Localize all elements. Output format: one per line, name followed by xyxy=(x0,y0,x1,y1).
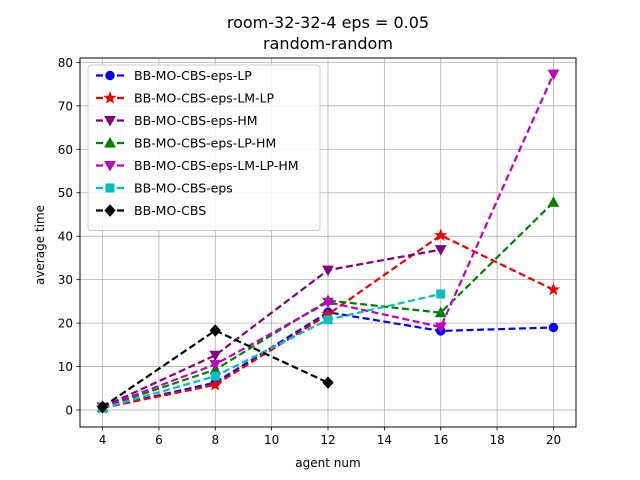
legend-item: BB-MO-CBS-eps-HM xyxy=(96,113,258,128)
legend-item: BB-MO-CBS-eps-LM-LP xyxy=(96,91,275,106)
x-tick-label: 8 xyxy=(211,433,219,447)
legend-marker xyxy=(104,204,116,217)
data-point xyxy=(208,377,222,391)
y-tick-label: 60 xyxy=(58,143,73,157)
data-point xyxy=(322,297,334,309)
legend-label: BB-MO-CBS-eps-HM xyxy=(134,113,258,128)
x-tick-label: 18 xyxy=(489,433,504,447)
legend-label: BB-MO-CBS-eps xyxy=(134,181,233,196)
x-tick-label: 14 xyxy=(377,433,392,447)
legend-marker xyxy=(104,116,116,127)
data-point xyxy=(322,376,334,389)
data-point xyxy=(547,69,560,81)
y-tick-label: 20 xyxy=(58,317,73,331)
series-line xyxy=(102,248,441,409)
x-tick-label: 10 xyxy=(264,433,279,447)
legend-item: BB-MO-CBS-eps xyxy=(96,181,233,196)
data-point xyxy=(209,324,221,337)
y-tick-label: 50 xyxy=(58,186,73,200)
series-line xyxy=(102,73,555,409)
data-point xyxy=(546,282,561,296)
legend-item: BB-MO-CBS-eps-LP-HM xyxy=(96,136,276,151)
legend-item: BB-MO-CBS-eps-LM-LP-HM xyxy=(96,158,299,173)
x-tick-label: 16 xyxy=(433,433,448,447)
legend-marker xyxy=(105,70,115,81)
series-line xyxy=(101,329,329,408)
legend-box xyxy=(87,64,321,231)
y-tick-label: 80 xyxy=(58,56,73,70)
data-point xyxy=(323,315,333,325)
x-tick-label: 4 xyxy=(99,433,107,447)
data-point xyxy=(434,322,447,334)
legend-marker xyxy=(104,161,116,172)
data-point xyxy=(434,306,447,318)
y-axis-label: average time xyxy=(33,205,47,285)
series-line xyxy=(102,292,441,410)
data-point xyxy=(96,400,109,414)
legend-item: BB-MO-CBS xyxy=(96,203,206,218)
data-point xyxy=(548,322,559,333)
x-axis-label: agent num xyxy=(295,456,360,470)
data-point xyxy=(547,196,560,207)
legend-label: BB-MO-CBS-eps-LM-LP xyxy=(134,91,275,106)
legend: BB-MO-CBS-eps-LP BB-MO-CBS-eps-LM-LP BB-MO… xyxy=(87,64,321,231)
series-line xyxy=(102,201,555,409)
data-point xyxy=(209,350,222,362)
legend-marker xyxy=(105,183,115,193)
plot-area-frame xyxy=(79,57,577,428)
x-tick-label: 12 xyxy=(320,433,335,447)
data-point xyxy=(436,289,446,299)
legend-label: BB-MO-CBS-eps-LP-HM xyxy=(134,136,276,151)
chart-title: room-32-32-4 eps = 0.05 xyxy=(227,13,429,32)
y-tick-label: 10 xyxy=(58,360,73,374)
x-tick-label: 20 xyxy=(546,433,561,447)
y-tick-label: 0 xyxy=(65,404,73,418)
series-bb-mo-cbs xyxy=(96,324,334,414)
series-layer xyxy=(95,69,561,414)
y-tick-label: 70 xyxy=(58,99,73,113)
data-point xyxy=(209,359,222,371)
data-point xyxy=(434,228,448,241)
legend-label: BB-MO-CBS-eps-LP xyxy=(134,68,252,83)
chart-subtitle: random-random xyxy=(263,34,393,53)
y-tick-label: 30 xyxy=(58,273,73,287)
x-axis-ticks: 4 6 8 10 12 14 16 18 20 xyxy=(99,427,561,447)
legend-marker xyxy=(104,136,116,148)
data-point xyxy=(322,265,334,277)
legend-item: BB-MO-CBS-eps-LP xyxy=(96,68,252,83)
legend-label: BB-MO-CBS xyxy=(134,203,206,218)
legend-label: BB-MO-CBS-eps-LM-LP-HM xyxy=(134,158,299,173)
data-point xyxy=(210,371,220,381)
data-point xyxy=(434,245,447,256)
y-tick-label: 40 xyxy=(58,230,73,244)
x-tick-label: 6 xyxy=(155,433,163,447)
legend-marker xyxy=(103,91,117,104)
y-axis-ticks: 0 10 20 30 40 50 60 70 80 xyxy=(58,56,80,418)
